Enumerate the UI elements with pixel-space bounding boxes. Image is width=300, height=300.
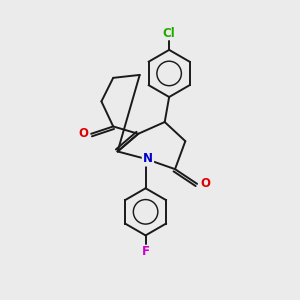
Text: O: O — [200, 177, 210, 190]
Text: Cl: Cl — [163, 27, 175, 40]
Text: F: F — [142, 245, 150, 258]
Text: O: O — [78, 127, 88, 140]
Text: N: N — [143, 152, 153, 165]
